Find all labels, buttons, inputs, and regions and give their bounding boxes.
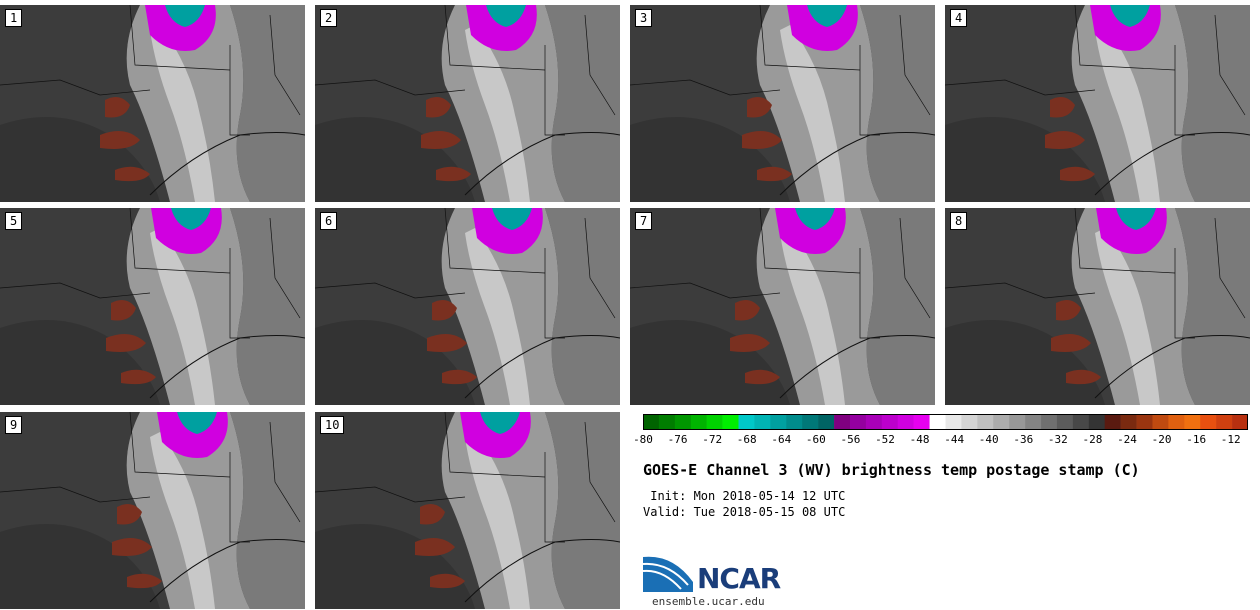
colorbar-segment — [674, 414, 692, 430]
colorbar-segment — [786, 414, 803, 430]
colorbar-tick-label: -56 — [840, 433, 861, 446]
colorbar-segment — [977, 414, 994, 430]
colorbar-outline — [643, 414, 1248, 430]
colorbar-segment — [945, 414, 962, 430]
postage-stamp-panel: 8 — [945, 208, 1250, 405]
postage-stamp-panel: 5 — [0, 208, 305, 405]
colorbar-segment — [1216, 414, 1233, 430]
panel-number: 7 — [635, 212, 653, 230]
colorbar-segment — [690, 414, 707, 430]
ncar-logo-text: NCAR — [697, 562, 781, 595]
postage-stamp-panel: 2 — [315, 5, 620, 202]
colorbar-segment — [993, 414, 1010, 430]
colorbar-tick-label: -52 — [875, 433, 895, 446]
postage-stamp-panel: 9 — [0, 412, 305, 609]
figure-title: GOES-E Channel 3 (WV) brightness temp po… — [643, 461, 1140, 479]
colorbar-tick-label: -36 — [1013, 433, 1034, 446]
colorbar-segment — [722, 414, 739, 430]
colorbar-segment — [706, 414, 723, 430]
colorbar-tick-label: -40 — [978, 433, 999, 446]
colorbar-segment — [865, 414, 883, 430]
colorbar-segment — [1025, 414, 1042, 430]
panel-number: 10 — [320, 416, 345, 434]
colorbar-segment — [1232, 414, 1248, 430]
colorbar-segment — [658, 414, 676, 430]
colorbar-tick-label: -24 — [1117, 433, 1137, 446]
colorbar-segment — [1041, 414, 1058, 430]
colorbar-segment — [1168, 414, 1185, 430]
colorbar-tick-label: -44 — [944, 433, 965, 446]
colorbar-segment — [770, 414, 787, 430]
colorbar-segment — [1152, 414, 1169, 430]
water-vapor-map — [945, 208, 1250, 405]
water-vapor-map — [630, 208, 935, 405]
site-url: ensemble.ucar.edu — [652, 595, 765, 608]
water-vapor-map — [0, 208, 305, 405]
panel-number: 9 — [5, 416, 23, 434]
panel-number: 2 — [320, 9, 338, 27]
colorbar-segment — [1120, 414, 1137, 430]
valid-time: Valid: Tue 2018-05-15 08 UTC — [643, 505, 846, 519]
colorbar-segment — [881, 414, 899, 430]
colorbar-tick-label: -60 — [805, 433, 826, 446]
water-vapor-map — [630, 5, 935, 202]
colorbar-segment — [961, 414, 978, 430]
colorbar-segment — [643, 414, 660, 430]
postage-stamp-panel: 3 — [630, 5, 935, 202]
postage-stamp-panel: 6 — [315, 208, 620, 405]
colorbar-segment — [1104, 414, 1121, 430]
colorbar-segment — [1136, 414, 1153, 430]
colorbar-segment — [738, 414, 755, 430]
colorbar-segment — [754, 414, 771, 430]
colorbar-segment — [1009, 414, 1026, 430]
colorbar-segment — [818, 414, 835, 430]
colorbar-segment — [1088, 414, 1106, 430]
colorbar-segment — [802, 414, 819, 430]
colorbar-tick-label: -64 — [771, 433, 792, 446]
init-time: Init: Mon 2018-05-14 12 UTC — [643, 489, 846, 503]
colorbar-segment — [849, 414, 867, 430]
panel-number: 8 — [950, 212, 968, 230]
panel-number: 1 — [5, 9, 23, 27]
colorbar-segment — [1200, 414, 1217, 430]
colorbar-tick-label: -68 — [736, 433, 757, 446]
colorbar-segment — [834, 414, 851, 430]
colorbar-segment — [913, 414, 930, 430]
colorbar-tick-label: -76 — [667, 433, 688, 446]
colorbar-tick-label: -16 — [1186, 433, 1207, 446]
colorbar — [643, 414, 1248, 430]
water-vapor-map — [0, 5, 305, 202]
colorbar-tick-label: -20 — [1151, 433, 1172, 446]
water-vapor-map — [0, 412, 305, 609]
water-vapor-map — [945, 5, 1250, 202]
colorbar-segment — [1184, 414, 1201, 430]
panel-number: 3 — [635, 9, 653, 27]
postage-stamp-panel: 10 — [315, 412, 620, 609]
colorbar-tick-label: -12 — [1220, 433, 1241, 446]
water-vapor-map — [315, 412, 620, 609]
water-vapor-map — [315, 5, 620, 202]
colorbar-segment — [1056, 414, 1074, 430]
panel-number: 6 — [320, 212, 338, 230]
ncar-logo-icon — [643, 556, 693, 592]
colorbar-tick-label: -48 — [909, 433, 930, 446]
colorbar-tick-label: -28 — [1082, 433, 1103, 446]
water-vapor-map — [315, 208, 620, 405]
colorbar-tick-label: -32 — [1047, 433, 1068, 446]
postage-stamp-panel: 7 — [630, 208, 935, 405]
colorbar-segment — [1072, 414, 1090, 430]
postage-stamp-panel: 1 — [0, 5, 305, 202]
colorbar-segment — [897, 414, 914, 430]
colorbar-tick-label: -72 — [702, 433, 723, 446]
colorbar-tick-label: -80 — [633, 433, 653, 446]
postage-stamp-panel: 4 — [945, 5, 1250, 202]
colorbar-segment — [929, 414, 946, 430]
panel-number: 4 — [950, 9, 968, 27]
panel-number: 5 — [5, 212, 23, 230]
